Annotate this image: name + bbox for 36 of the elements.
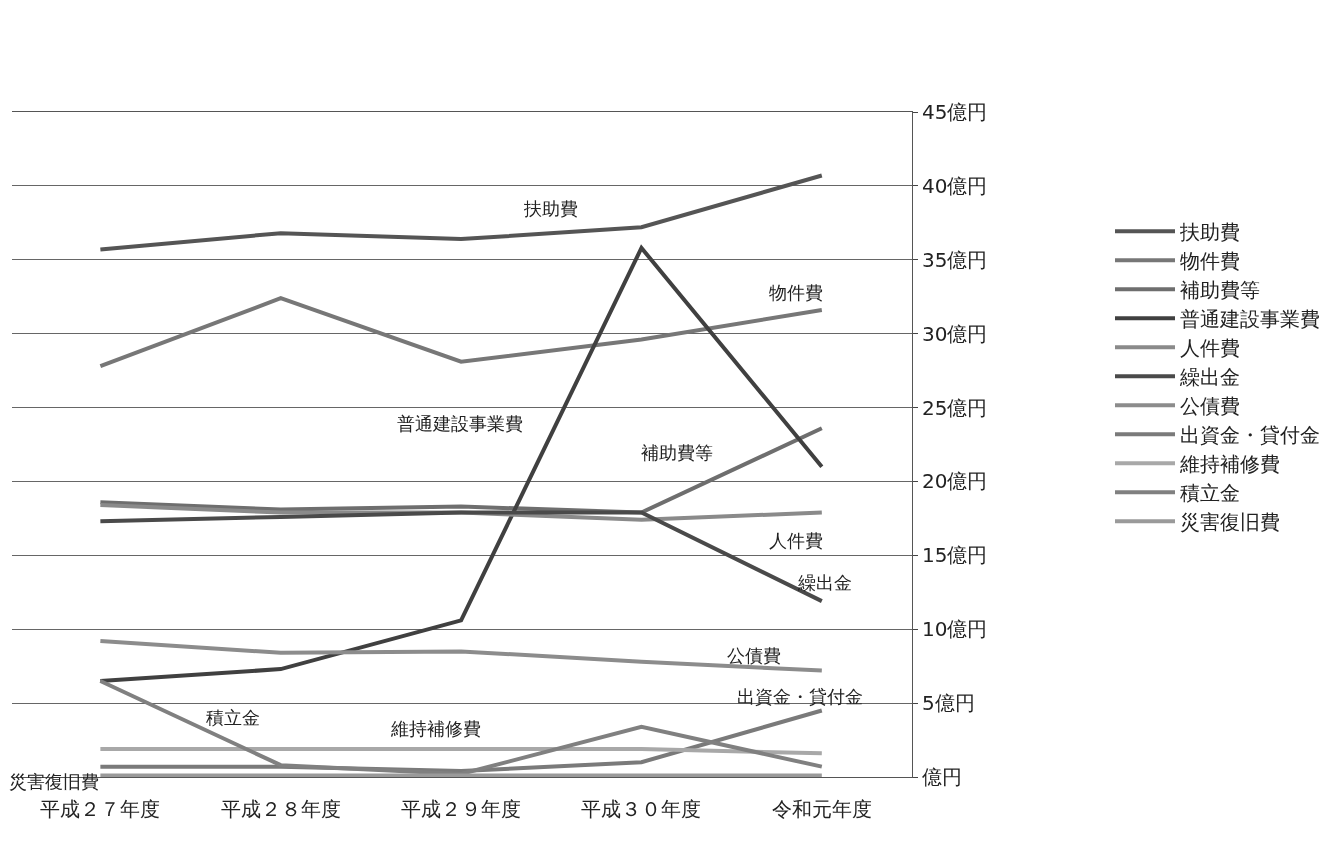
y-tick-label: 35億円 <box>922 247 988 272</box>
legend-label: 災害復旧費 <box>1180 510 1280 535</box>
y-tick-label: 5億円 <box>922 691 975 716</box>
legend-label: 繰出金 <box>1179 365 1240 390</box>
y-tick-label: 20億円 <box>922 469 988 494</box>
legend-label: 補助費等 <box>1180 278 1260 303</box>
annotation: 補助費等 <box>641 442 713 463</box>
legend-label: 維持補修費 <box>1179 452 1280 477</box>
y-tick-label: 25億円 <box>922 395 988 420</box>
annotation: 普通建設事業費 <box>397 413 523 434</box>
annotation: 物件費 <box>769 282 823 303</box>
y-tick-label: 億円 <box>922 765 962 789</box>
y-tick-label: 10億円 <box>922 617 988 642</box>
legend-label: 人件費 <box>1180 336 1240 361</box>
annotation: 人件費 <box>769 530 823 551</box>
annotation: 扶助費 <box>523 198 578 219</box>
x-tick-label: 平成３０年度 <box>581 797 702 821</box>
x-tick-label: 平成２８年度 <box>220 797 341 821</box>
annotation: 繰出金 <box>797 572 852 593</box>
y-tick-label: 30億円 <box>922 321 988 346</box>
x-tick-label: 平成２９年度 <box>401 797 522 821</box>
x-tick-label: 令和元年度 <box>771 797 872 821</box>
legend-label: 公債費 <box>1180 394 1240 419</box>
legend-label: 物件費 <box>1180 249 1240 274</box>
annotation: 公債費 <box>727 645 781 666</box>
legend-label: 積立金 <box>1180 481 1240 506</box>
legend-label: 普通建設事業費 <box>1180 307 1320 332</box>
annotation: 出資金・貸付金 <box>737 686 863 707</box>
legend-label: 出資金・貸付金 <box>1180 423 1320 448</box>
y-tick-label: 15億円 <box>922 543 988 568</box>
y-tick-label: 40億円 <box>922 173 988 198</box>
x-tick-label: 平成２７年度 <box>40 797 161 821</box>
y-tick-label: 45億円 <box>922 100 988 124</box>
legend-label: 扶助費 <box>1179 220 1240 245</box>
annotation: 維持補修費 <box>390 718 481 739</box>
annotation: 積立金 <box>206 707 260 728</box>
